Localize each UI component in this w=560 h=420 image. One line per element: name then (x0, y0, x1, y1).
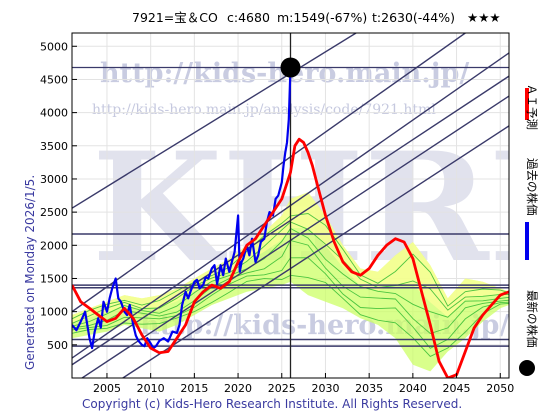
prediction-series-line (72, 137, 509, 378)
y-tick-label: 4000 (40, 107, 68, 120)
legend-latest-label: 最新の株価 (525, 290, 539, 348)
y-tick-label: 2500 (40, 206, 68, 219)
x-tick-label: 2050 (486, 382, 514, 395)
copyright-notice: Copyright (c) Kids-Hero Research Institu… (82, 397, 462, 411)
legend-past-label: 過去の株価 (525, 158, 539, 216)
chart-title-ticker: 7921=宝＆CO (132, 10, 218, 25)
latest-price-marker (280, 57, 301, 78)
x-tick-label: 2035 (355, 382, 383, 395)
y-tick-label: 4500 (40, 73, 68, 86)
generated-date-note: Generated on Monday 2026/1/5. (23, 175, 37, 370)
plot-border (71, 32, 510, 379)
legend-prediction: ＡＩ予測 (525, 84, 539, 130)
chart-title-current: c:4680 (227, 10, 270, 25)
y-tick-label: 1000 (40, 306, 68, 319)
forecast-band-upper (72, 192, 509, 324)
legend-prediction-label: ＡＩ予測 (525, 84, 539, 130)
legend-latest: 最新の株価 (519, 290, 539, 376)
x-tick-label: 2040 (399, 382, 427, 395)
horizontal-levels (72, 33, 509, 378)
legend-latest-swatch (519, 360, 535, 376)
trend-channel-line (72, 33, 357, 209)
legend: ＡＩ予測 過去の株価 最新の株価 (519, 84, 539, 376)
y-tick-label: 500 (47, 339, 68, 352)
trend-channel-line (72, 33, 466, 313)
y-tick-label: 3500 (40, 140, 68, 153)
x-tick-label: 2030 (311, 382, 339, 395)
x-tick-label: 2020 (224, 382, 252, 395)
x-tick-label: 2015 (180, 382, 208, 395)
legend-past: 過去の株価 (525, 158, 539, 260)
watermark-url-sub: http://kids-hero.main.jp/analysis/code/7… (92, 102, 436, 118)
y-tick-label: 5000 (40, 40, 68, 53)
past-series-line (72, 67, 292, 350)
x-tick-label: 2025 (268, 382, 296, 395)
y-tick-label: 3000 (40, 173, 68, 186)
x-tick-label: 2045 (443, 382, 471, 395)
y-tick-label: 1500 (40, 272, 68, 285)
axis-ticks: 500 1000 1500 2000 2500 3000 3500 4000 4500 5000 2… (40, 40, 514, 395)
chart-title-min: m:1549(-67%) (277, 10, 367, 25)
series-lines (72, 67, 509, 378)
x-tick-label: 2010 (137, 382, 165, 395)
rating-stars: ★★★ (467, 10, 501, 25)
x-tick-label: 2005 (93, 382, 121, 395)
latest-marker-layer (280, 57, 301, 78)
y-tick-label: 2000 (40, 239, 68, 252)
chart-title-target: t:2630(-44%) (372, 10, 455, 25)
